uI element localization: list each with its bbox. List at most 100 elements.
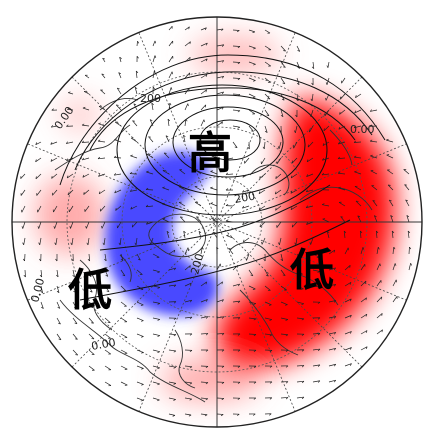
wind-vector-head — [141, 368, 144, 370]
wind-vector — [324, 109, 330, 116]
wind-vector — [323, 125, 330, 132]
wind-vector-head — [242, 174, 245, 178]
wind-vector — [152, 269, 160, 273]
wind-vector-head — [118, 242, 121, 246]
wind-vector-head — [353, 155, 357, 158]
coastlines — [54, 98, 373, 403]
wind-vector — [248, 301, 256, 304]
wind-vector — [328, 267, 336, 271]
wind-vector-head — [309, 114, 312, 117]
wind-vector — [20, 173, 26, 179]
wind-vector-head — [333, 300, 337, 303]
wind-vector-head — [73, 290, 76, 293]
wind-vector — [243, 237, 250, 243]
wind-vector — [338, 141, 346, 145]
wind-vector — [152, 253, 160, 258]
wind-vector — [184, 265, 191, 271]
wind-vector — [183, 135, 186, 143]
wind-vector-head — [325, 82, 328, 85]
wind-vector-head — [41, 306, 44, 309]
wind-vector-head — [98, 122, 101, 125]
wind-vector — [168, 87, 172, 95]
wind-vector-head — [132, 120, 135, 122]
wind-vector — [184, 299, 192, 303]
wind-vector — [152, 55, 156, 63]
wind-vector — [35, 141, 42, 145]
wind-vector-head — [236, 30, 240, 33]
wind-vector-head — [65, 141, 69, 144]
wind-vector-head — [221, 281, 223, 285]
wind-vector-head — [157, 303, 161, 305]
wind-vector — [168, 25, 173, 31]
wind-vector-head — [189, 300, 193, 303]
wind-vector-head — [281, 98, 285, 101]
wind-vector — [280, 61, 286, 68]
wind-vector — [54, 221, 58, 229]
wind-vector-head — [333, 267, 336, 271]
wind-vector — [322, 218, 330, 223]
contour-label: 0.00 — [350, 123, 375, 136]
wind-vector — [232, 264, 239, 271]
wind-vector — [216, 333, 225, 335]
wind-vector-head — [269, 413, 272, 416]
wind-vector-head — [405, 199, 409, 202]
wind-vector-head — [237, 333, 241, 336]
wind-vector-head — [187, 103, 189, 107]
wind-vector — [51, 125, 58, 128]
wind-vector — [261, 157, 266, 165]
wind-vector-head — [300, 288, 304, 290]
wind-vector-head — [284, 304, 288, 306]
wind-vector-head — [343, 230, 347, 234]
wind-vector-head — [311, 82, 314, 86]
wind-vector — [232, 283, 240, 287]
wind-vector — [119, 237, 122, 245]
wind-vector-head — [205, 349, 209, 352]
wind-vector-head — [202, 246, 204, 250]
wind-vector — [310, 237, 314, 245]
wind-vector — [194, 186, 202, 191]
wind-vector-head — [296, 82, 300, 85]
wind-vector — [344, 282, 352, 287]
contour-label: 200 — [188, 252, 206, 276]
wind-vector — [216, 28, 224, 31]
wind-vector-head — [333, 284, 337, 287]
wind-vector — [98, 140, 106, 143]
wind-vector-head — [173, 334, 177, 337]
wind-vector-head — [140, 400, 144, 402]
wind-vector-head — [162, 186, 165, 189]
wind-vector — [226, 235, 234, 239]
wind-vector-head — [274, 191, 277, 195]
wind-vector-head — [221, 28, 224, 32]
wind-vector — [360, 247, 364, 255]
wind-vector — [291, 157, 298, 164]
contour-lines — [59, 54, 386, 301]
wind-vector — [354, 125, 362, 129]
wind-vector — [312, 269, 320, 272]
wind-vector — [312, 285, 320, 288]
wind-vector — [117, 221, 122, 229]
wind-vector-head — [157, 287, 161, 289]
wind-vector-head — [349, 363, 352, 366]
wind-vector — [180, 152, 186, 159]
wind-vector-head — [98, 174, 101, 177]
wind-vector-head — [225, 188, 229, 191]
wind-vector — [184, 316, 192, 319]
wind-vector — [88, 317, 94, 324]
contour-label: 0.00 — [90, 336, 116, 353]
wind-vector-head — [173, 267, 177, 271]
wind-vector-head — [321, 172, 325, 176]
wind-vector — [328, 332, 336, 335]
wind-vector — [120, 269, 126, 276]
wind-vector-head — [278, 242, 280, 245]
wind-vector — [296, 285, 304, 290]
wind-vector — [264, 29, 271, 34]
wind-vector — [360, 263, 366, 271]
wind-vector-head — [205, 316, 209, 319]
wind-vector — [360, 346, 368, 351]
wind-vector-head — [226, 234, 229, 236]
wind-vector — [87, 237, 90, 245]
wind-vector — [306, 189, 314, 193]
wind-vector-head — [253, 349, 257, 352]
wind-vector — [114, 173, 122, 176]
wind-vector-head — [389, 199, 392, 202]
